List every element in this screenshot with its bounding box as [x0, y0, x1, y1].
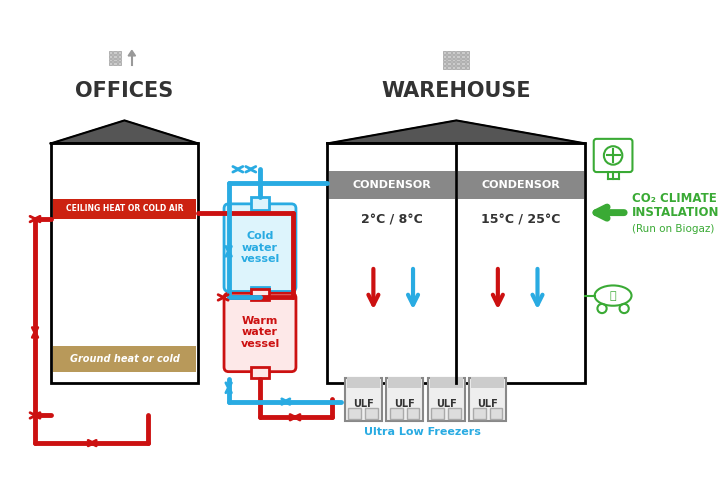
- FancyBboxPatch shape: [432, 408, 445, 419]
- FancyBboxPatch shape: [108, 58, 112, 61]
- FancyBboxPatch shape: [456, 66, 460, 69]
- FancyBboxPatch shape: [466, 51, 469, 54]
- Text: 2°C / 8°C: 2°C / 8°C: [361, 213, 423, 226]
- FancyBboxPatch shape: [114, 55, 116, 58]
- FancyBboxPatch shape: [118, 62, 121, 65]
- FancyBboxPatch shape: [469, 377, 506, 421]
- FancyBboxPatch shape: [461, 51, 465, 54]
- FancyBboxPatch shape: [442, 55, 446, 58]
- FancyBboxPatch shape: [442, 58, 446, 61]
- FancyBboxPatch shape: [447, 62, 451, 65]
- FancyBboxPatch shape: [471, 377, 505, 388]
- FancyBboxPatch shape: [108, 55, 112, 58]
- FancyBboxPatch shape: [388, 377, 422, 388]
- FancyBboxPatch shape: [466, 66, 469, 69]
- FancyBboxPatch shape: [447, 51, 451, 54]
- Text: (Run on Biogaz): (Run on Biogaz): [631, 224, 714, 234]
- FancyBboxPatch shape: [456, 62, 460, 65]
- FancyBboxPatch shape: [429, 377, 463, 388]
- FancyBboxPatch shape: [108, 62, 112, 65]
- FancyBboxPatch shape: [466, 58, 469, 61]
- FancyBboxPatch shape: [348, 408, 362, 419]
- Text: CEILING HEAT OR COLD AIR: CEILING HEAT OR COLD AIR: [66, 205, 183, 213]
- FancyBboxPatch shape: [118, 58, 121, 61]
- FancyBboxPatch shape: [53, 199, 197, 219]
- FancyBboxPatch shape: [118, 51, 121, 54]
- FancyBboxPatch shape: [447, 55, 451, 58]
- Text: Ultra Low Freezers: Ultra Low Freezers: [364, 427, 481, 437]
- Text: CONDENSOR: CONDENSOR: [482, 180, 560, 190]
- Text: Ground heat or cold: Ground heat or cold: [69, 354, 179, 364]
- FancyBboxPatch shape: [442, 62, 446, 65]
- FancyBboxPatch shape: [251, 287, 269, 300]
- FancyBboxPatch shape: [328, 144, 586, 383]
- Text: OFFICES: OFFICES: [75, 81, 174, 101]
- FancyBboxPatch shape: [461, 66, 465, 69]
- FancyBboxPatch shape: [452, 55, 455, 58]
- FancyBboxPatch shape: [447, 58, 451, 61]
- FancyBboxPatch shape: [452, 58, 455, 61]
- Text: CO₂ CLIMATE: CO₂ CLIMATE: [631, 192, 716, 206]
- Polygon shape: [328, 120, 586, 144]
- FancyBboxPatch shape: [345, 377, 382, 421]
- FancyBboxPatch shape: [251, 197, 269, 210]
- FancyBboxPatch shape: [118, 55, 121, 58]
- FancyBboxPatch shape: [51, 144, 198, 383]
- FancyBboxPatch shape: [473, 408, 486, 419]
- Text: ULF: ULF: [436, 399, 457, 410]
- FancyBboxPatch shape: [456, 58, 460, 61]
- FancyBboxPatch shape: [466, 55, 469, 58]
- FancyBboxPatch shape: [461, 55, 465, 58]
- FancyBboxPatch shape: [442, 66, 446, 69]
- FancyBboxPatch shape: [108, 51, 112, 54]
- FancyBboxPatch shape: [346, 377, 380, 388]
- FancyBboxPatch shape: [466, 62, 469, 65]
- FancyBboxPatch shape: [448, 408, 461, 419]
- FancyBboxPatch shape: [224, 293, 296, 372]
- Text: ULF: ULF: [477, 399, 498, 410]
- Polygon shape: [128, 50, 135, 56]
- FancyBboxPatch shape: [386, 377, 423, 421]
- FancyBboxPatch shape: [452, 62, 455, 65]
- FancyBboxPatch shape: [452, 51, 455, 54]
- FancyBboxPatch shape: [114, 51, 116, 54]
- Text: CONDENSOR: CONDENSOR: [352, 180, 431, 190]
- Text: ULF: ULF: [394, 399, 415, 410]
- FancyBboxPatch shape: [224, 204, 296, 291]
- FancyBboxPatch shape: [447, 66, 451, 69]
- FancyBboxPatch shape: [251, 367, 269, 378]
- FancyBboxPatch shape: [390, 408, 403, 419]
- Text: 🌿: 🌿: [609, 291, 617, 300]
- FancyBboxPatch shape: [456, 55, 460, 58]
- FancyBboxPatch shape: [114, 62, 116, 65]
- FancyBboxPatch shape: [442, 51, 446, 54]
- Polygon shape: [51, 120, 198, 144]
- Text: 15°C / 25°C: 15°C / 25°C: [482, 213, 560, 226]
- Text: Cold
water
vessel: Cold water vessel: [240, 231, 280, 264]
- FancyBboxPatch shape: [489, 408, 502, 419]
- Text: WAREHOUSE: WAREHOUSE: [382, 81, 531, 101]
- FancyBboxPatch shape: [114, 58, 116, 61]
- Text: ULF: ULF: [353, 399, 374, 410]
- FancyBboxPatch shape: [456, 51, 460, 54]
- FancyBboxPatch shape: [329, 171, 455, 199]
- FancyBboxPatch shape: [251, 289, 269, 300]
- FancyBboxPatch shape: [458, 171, 583, 199]
- Text: Warm
water
vessel: Warm water vessel: [240, 316, 280, 349]
- FancyBboxPatch shape: [406, 408, 419, 419]
- Text: INSTALATION: INSTALATION: [631, 206, 719, 219]
- FancyBboxPatch shape: [428, 377, 465, 421]
- FancyBboxPatch shape: [461, 62, 465, 65]
- FancyBboxPatch shape: [452, 66, 455, 69]
- FancyBboxPatch shape: [461, 58, 465, 61]
- FancyBboxPatch shape: [365, 408, 378, 419]
- FancyBboxPatch shape: [53, 346, 197, 372]
